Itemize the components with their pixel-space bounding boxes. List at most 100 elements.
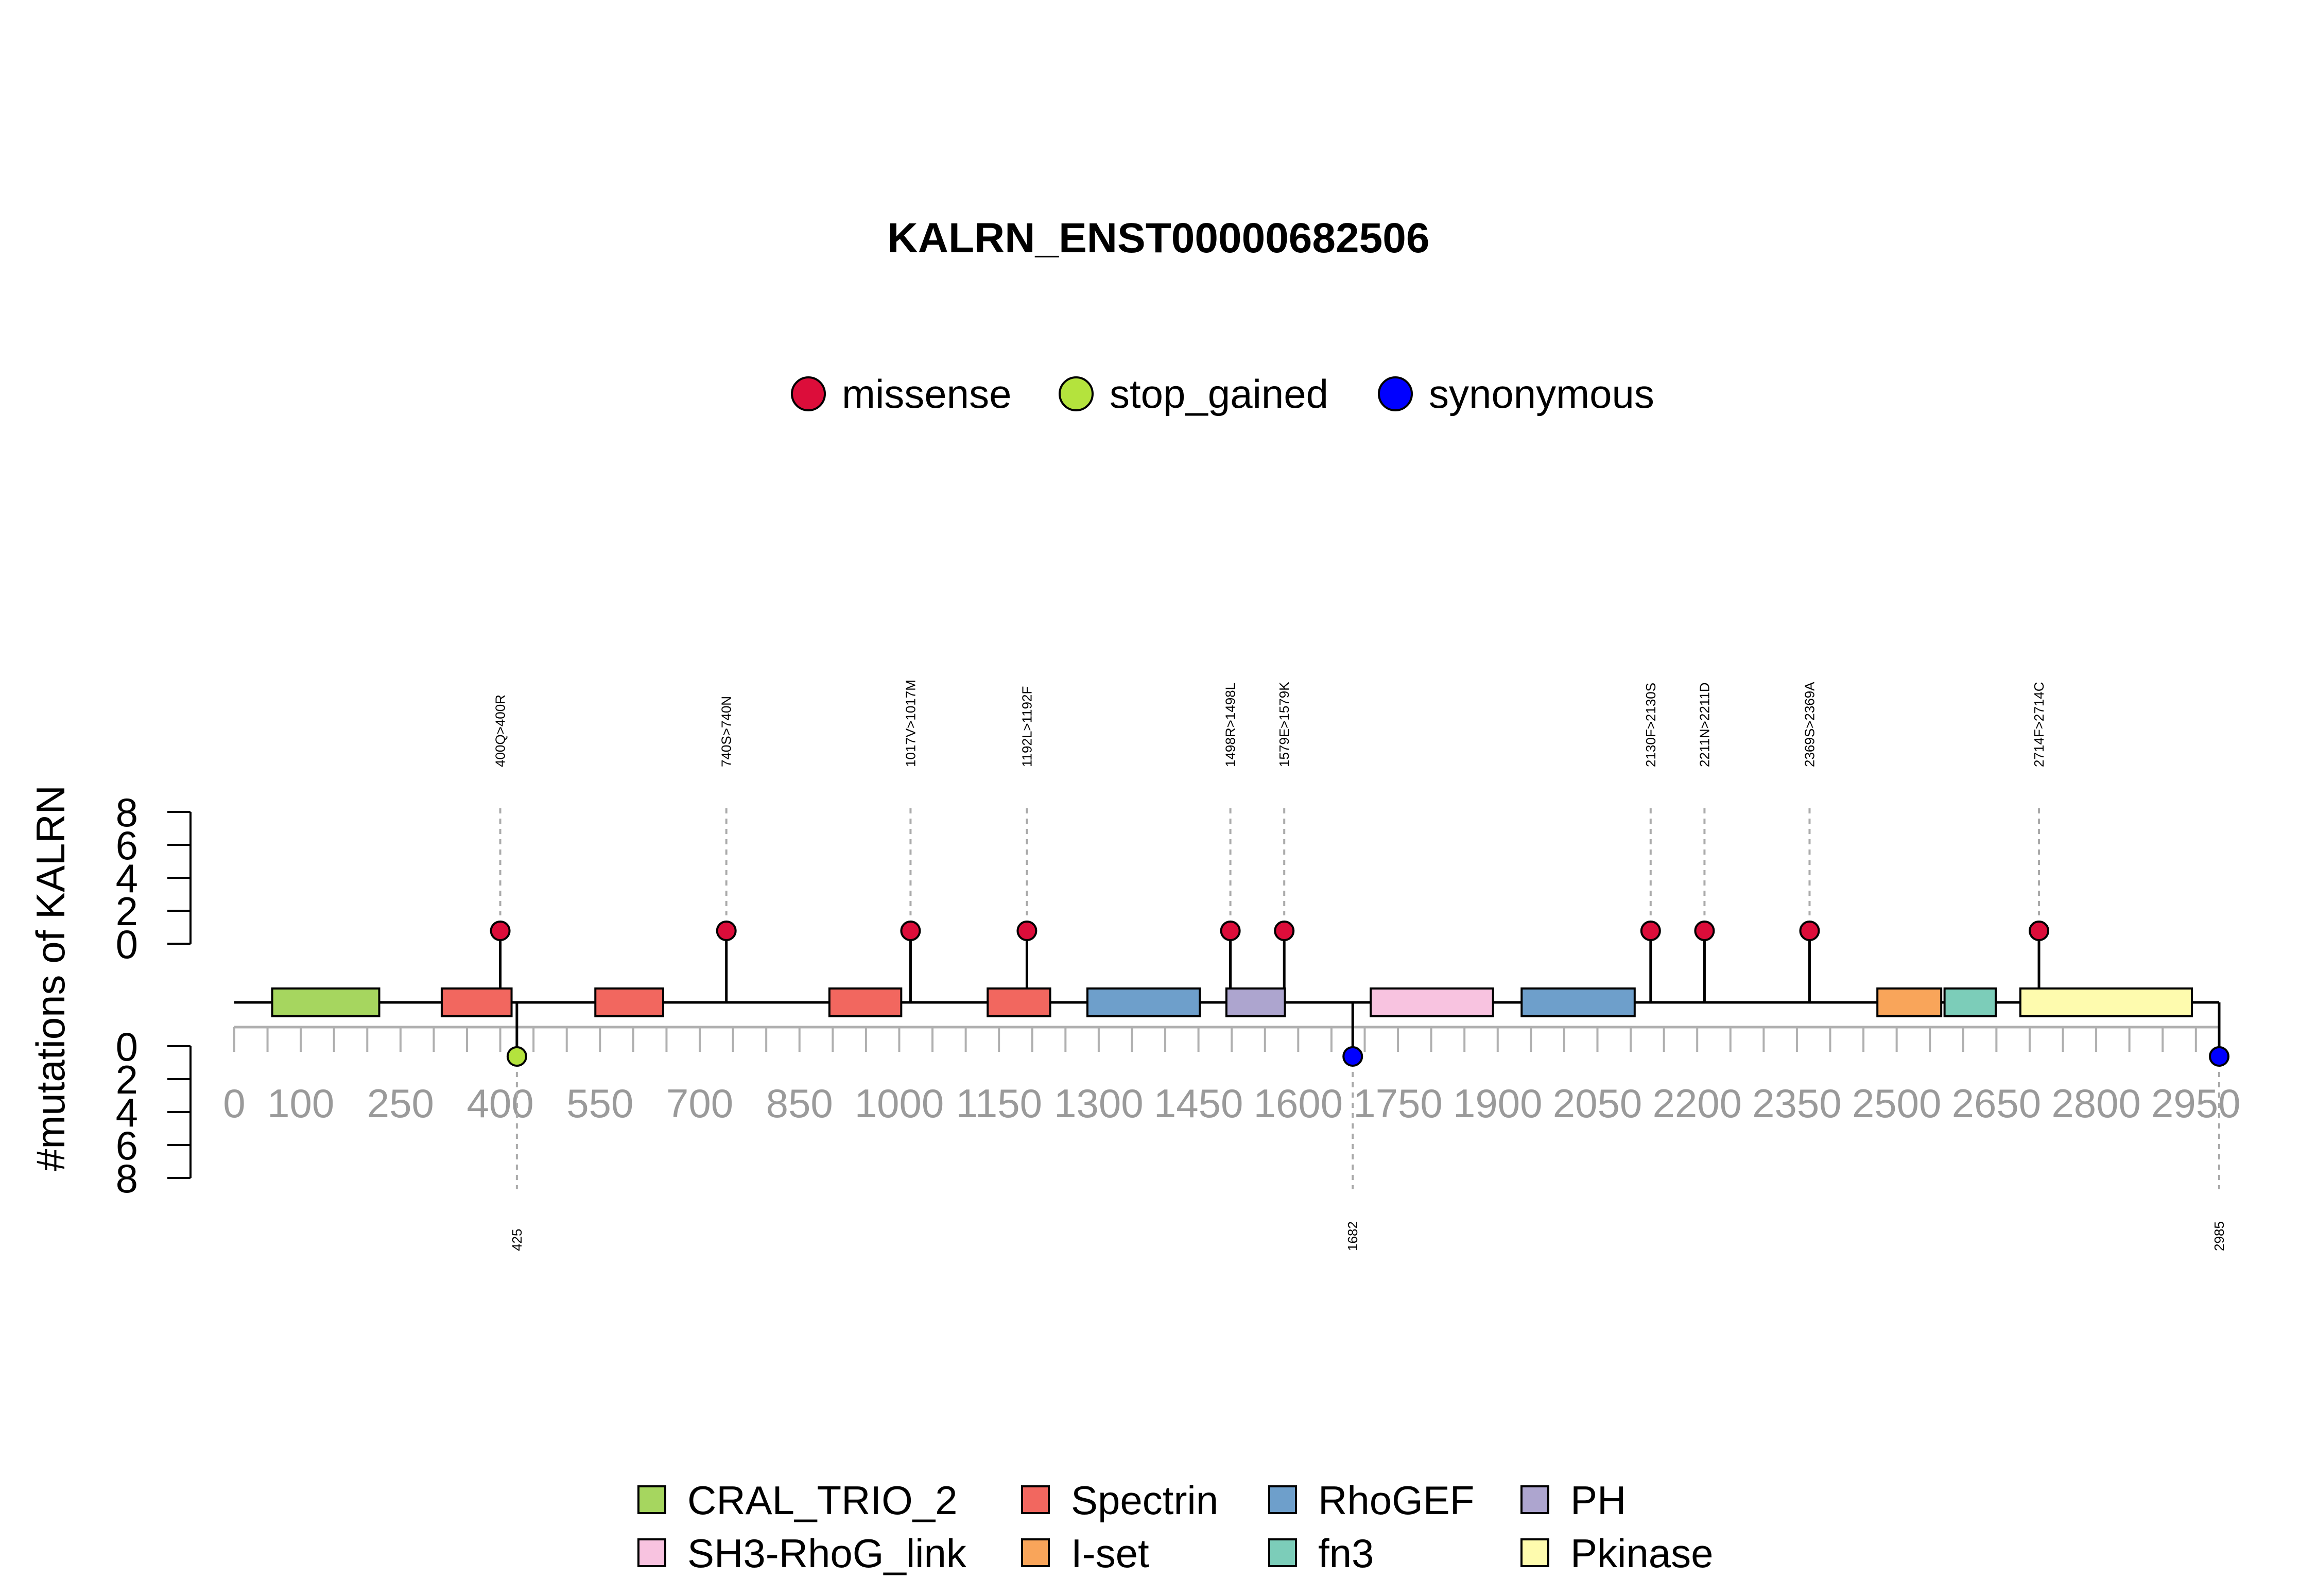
domain-legend-swatch-I-set — [1021, 1538, 1050, 1567]
legend-label-stop_gained: stop_gained — [1110, 371, 1328, 417]
mutation-label-upper-1192: 1192L>1192F — [1019, 686, 1034, 767]
domain-legend-label-Pkinase: Pkinase — [1570, 1531, 1714, 1576]
x-tick-label-2200: 2200 — [1652, 1081, 1742, 1126]
mutation-label-upper-2714: 2714F>2714C — [2031, 682, 2047, 767]
x-tick-label-1600: 1600 — [1254, 1081, 1343, 1126]
domain-legend-swatch-Spectrin — [1021, 1485, 1050, 1514]
domain-I-set-2471 — [1876, 987, 1943, 1017]
x-tick-label-2650: 2650 — [1952, 1081, 2042, 1126]
domain-legend-swatch-SH3-RhoG_link — [637, 1538, 666, 1567]
mutation-head-upper-2714 — [2029, 921, 2050, 941]
x-tick-label-1900: 1900 — [1453, 1081, 1543, 1126]
y-lower-tick-label-0: 0 — [116, 1024, 138, 1069]
domain-Spectrin-312 — [440, 987, 513, 1017]
mutation-label-upper-1017: 1017V>1017M — [903, 680, 918, 767]
y-lower-tick-label-8: 8 — [116, 1156, 138, 1201]
mutation-head-upper-400 — [490, 921, 511, 941]
x-tick-label-0: 0 — [223, 1081, 245, 1126]
x-tick-label-2800: 2800 — [2051, 1081, 2141, 1126]
mutation-head-lower-1682 — [1342, 1046, 1363, 1067]
mutation-head-lower-425 — [506, 1046, 527, 1067]
x-tick-label-2350: 2350 — [1752, 1081, 1842, 1126]
x-tick-label-2500: 2500 — [1852, 1081, 1942, 1126]
domain-legend-label-PH: PH — [1570, 1478, 1626, 1523]
mutation-head-upper-1017 — [900, 921, 921, 941]
x-tick-label-2950: 2950 — [2151, 1081, 2241, 1126]
mutation-head-upper-2369 — [1799, 921, 1820, 941]
y-lower-tick-label-6: 6 — [116, 1123, 138, 1168]
y-lower-tick-label-4: 4 — [116, 1090, 138, 1135]
domain-legend-label-fn3: fn3 — [1318, 1531, 1374, 1576]
mutation-head-lower-2985 — [2209, 1046, 2229, 1067]
domain-Spectrin-895 — [828, 987, 903, 1017]
x-axis: 0 100 250 400 550 700 850 1000 1150 1300 1450 1600 1… — [223, 1026, 2241, 1126]
legend-marker-missense — [791, 376, 826, 411]
mutation-label-upper-740: 740S>740N — [719, 696, 734, 767]
domain-Pkinase-2686 — [2019, 987, 2193, 1017]
legend-marker-synonymous — [1378, 376, 1413, 411]
mutation-label-upper-400: 400Q>400R — [493, 695, 508, 767]
domain-legend-swatch-CRAL_TRIO_2 — [637, 1485, 666, 1514]
y-lower-tick-label-2: 2 — [116, 1057, 138, 1102]
domain-legend-label-RhoGEF: RhoGEF — [1318, 1478, 1474, 1523]
domain-legend-swatch-PH — [1520, 1485, 1549, 1514]
y-upper-tick-label-8: 8 — [116, 790, 138, 835]
domain-Spectrin-543 — [594, 987, 664, 1017]
x-tick-label-850: 850 — [766, 1081, 833, 1126]
x-tick-label-2050: 2050 — [1553, 1081, 1642, 1126]
mutation-head-upper-1579 — [1274, 921, 1295, 941]
mutation-label-upper-2211: 2211N>2211D — [1697, 682, 1712, 767]
mutation-head-upper-2211 — [1694, 921, 1715, 941]
domain-CRAL_TRIO_2-57 — [271, 987, 381, 1017]
mutation-label-upper-2369: 2369S>2369A — [1802, 682, 1817, 767]
mutation-head-upper-1498 — [1220, 921, 1241, 941]
mutation-head-upper-1192 — [1016, 921, 1038, 941]
mutation-label-lower-1682: 1682 — [1345, 1221, 1360, 1251]
domains-layer — [271, 987, 2193, 1017]
x-tick-label-400: 400 — [467, 1081, 534, 1126]
domain-RhoGEF-1283 — [1086, 987, 1201, 1017]
x-tick-label-550: 550 — [566, 1081, 633, 1126]
domain-legend-swatch-RhoGEF — [1268, 1485, 1297, 1514]
domain-SH3-RhoG_link-1709 — [1370, 987, 1494, 1017]
x-tick-label-700: 700 — [666, 1081, 733, 1126]
mutation-label-upper-2130: 2130F>2130S — [1643, 683, 1658, 767]
chart-title: KALRN_ENST00000682506 — [888, 215, 1430, 262]
domain-legend-label-CRAL_TRIO_2: CRAL_TRIO_2 — [687, 1478, 958, 1523]
mutation-label-upper-1498: 1498R>1498L — [1223, 683, 1238, 767]
domain-legend: CRAL_TRIO_2 Spectrin RhoGEF PH SH3-RhoG_link… — [637, 1478, 1714, 1576]
domain-legend-swatch-Pkinase — [1520, 1538, 1549, 1567]
domain-legend-label-SH3-RhoG_link: SH3-RhoG_link — [687, 1531, 967, 1576]
domain-legend-label-Spectrin: Spectrin — [1071, 1478, 1218, 1523]
y-axis-label: #mutations of KALRN — [28, 785, 73, 1171]
mutations-layer: 400Q>400R 740S>740N 1017V>1017M 1192L>1192F… — [490, 680, 2229, 1251]
mutation-head-upper-740 — [716, 921, 737, 941]
y-upper-tick-label-2: 2 — [116, 889, 138, 934]
x-tick-label-1450: 1450 — [1154, 1081, 1243, 1126]
domain-fn3-2572 — [1943, 987, 1997, 1017]
x-tick-label-1000: 1000 — [855, 1081, 944, 1126]
x-tick-label-100: 100 — [267, 1081, 334, 1126]
mutation-label-upper-1579: 1579E>1579K — [1276, 682, 1292, 767]
domain-PH-1492 — [1225, 987, 1286, 1017]
legend-label-synonymous: synonymous — [1429, 371, 1654, 417]
legend-marker-stop_gained — [1059, 376, 1094, 411]
y-upper-tick-label-6: 6 — [116, 823, 138, 868]
mutation-type-legend: missense stop_gained synonymous — [791, 371, 1654, 417]
domain-Spectrin-1133 — [987, 987, 1051, 1017]
domain-legend-label-I-set: I-set — [1071, 1531, 1149, 1576]
y-upper-tick-label-0: 0 — [116, 922, 138, 967]
domain-legend-swatch-fn3 — [1268, 1538, 1297, 1567]
x-tick-label-1150: 1150 — [956, 1081, 1042, 1126]
domain-RhoGEF-1936 — [1520, 987, 1636, 1017]
x-tick-label-250: 250 — [367, 1081, 434, 1126]
y-upper-tick-label-4: 4 — [116, 856, 138, 901]
mutation-label-lower-425: 425 — [509, 1229, 525, 1251]
x-tick-label-1300: 1300 — [1054, 1081, 1144, 1126]
legend-label-missense: missense — [842, 371, 1011, 417]
mutation-head-upper-2130 — [1640, 921, 1661, 941]
